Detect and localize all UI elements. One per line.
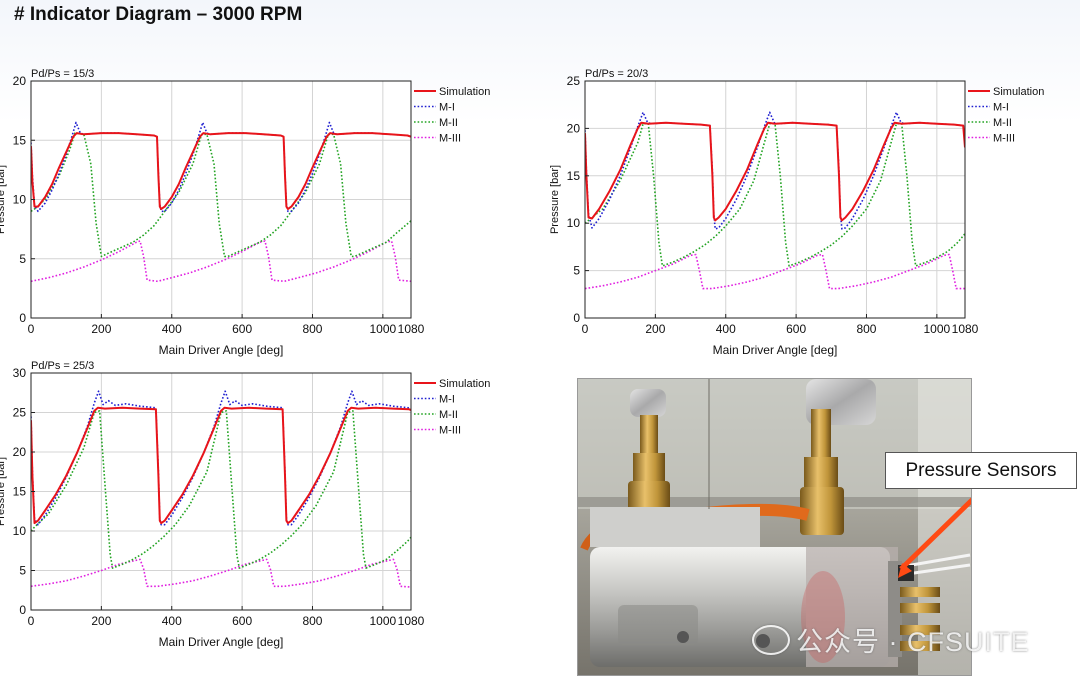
series-line-m-iii	[31, 558, 411, 588]
y-tick-label: 5	[573, 264, 580, 278]
x-tick-label: 1080	[398, 614, 425, 628]
x-tick-label: 800	[856, 322, 876, 336]
x-tick-label: 1000	[924, 322, 951, 336]
y-tick-label: 0	[19, 603, 26, 617]
legend-label: Simulation	[993, 86, 1044, 98]
y-tick-label: 10	[13, 524, 27, 538]
x-tick-label: 400	[716, 322, 736, 336]
x-tick-label: 0	[28, 322, 35, 336]
chart-svg: 0 200 400 600 800 1000 1080 0 5 10 15 20 Pd/Ps = 15/…	[0, 68, 490, 357]
y-tick-label: 25	[567, 74, 581, 88]
y-tick-label: 15	[567, 169, 581, 183]
chat-bubble-icon	[752, 624, 790, 655]
series-line-m-ii	[31, 410, 411, 569]
chart-svg: 0 200 400 600 800 1000 1080 0 5 10 15 20 25 Pd/Ps = 2…	[549, 68, 1044, 357]
y-tick-label: 5	[19, 252, 26, 266]
y-tick-label: 10	[567, 216, 581, 230]
chart-title: Pd/Ps = 15/3	[31, 68, 94, 80]
x-axis-label: Main Driver Angle [deg]	[159, 635, 284, 649]
chart-pd-ps-15-3: 0 200 400 600 800 1000 1080 0 5 10 15 20 Pd/Ps = 15/…	[0, 60, 505, 360]
y-tick-label: 0	[19, 311, 26, 325]
x-tick-label: 1000	[370, 322, 397, 336]
series-line-m-iii	[585, 253, 965, 290]
chart-svg: 0 200 400 600 800 1000 1080 0 5 10 15 20 25 30 Pd/Ps =…	[0, 360, 490, 649]
page-title: # Indicator Diagram – 3000 RPM	[14, 4, 303, 25]
x-tick-label: 400	[162, 322, 182, 336]
watermark-text: 公众号 · CFSUITE	[796, 627, 1030, 657]
legend-label: M-I	[993, 102, 1009, 114]
chart-pd-ps-25-3: 0 200 400 600 800 1000 1080 0 5 10 15 20 25 30 Pd/Ps =…	[0, 352, 505, 652]
y-tick-label: 10	[13, 193, 27, 207]
chart-pd-ps-20-3: 0 200 400 600 800 1000 1080 0 5 10 15 20 25 Pd/Ps = 2…	[540, 60, 1080, 360]
legend-label: M-I	[439, 102, 455, 114]
legend-label: M-II	[993, 117, 1012, 129]
series-line-simulation	[31, 132, 411, 210]
y-tick-label: 20	[567, 121, 581, 135]
x-tick-label: 0	[582, 322, 589, 336]
x-tick-label: 600	[232, 322, 252, 336]
series-line-m-i	[31, 390, 411, 526]
y-tick-label: 0	[573, 311, 580, 325]
legend-label: Simulation	[439, 378, 490, 390]
chart-title: Pd/Ps = 25/3	[31, 360, 94, 372]
y-axis-label: Pressure [bar]	[0, 457, 7, 526]
x-tick-label: 0	[28, 614, 35, 628]
x-tick-label: 200	[645, 322, 665, 336]
x-tick-label: 600	[232, 614, 252, 628]
series-line-m-ii	[585, 122, 965, 267]
legend-label: M-III	[439, 133, 461, 145]
x-tick-label: 1080	[952, 322, 979, 336]
y-tick-label: 15	[13, 485, 27, 499]
y-tick-label: 30	[13, 366, 27, 380]
y-axis-label: Pressure [bar]	[0, 165, 7, 234]
x-tick-label: 1080	[398, 322, 425, 336]
series-line-m-iii	[31, 240, 411, 283]
y-tick-label: 15	[13, 133, 27, 147]
plot-frame	[584, 80, 966, 319]
legend-label: M-I	[439, 394, 455, 406]
series-line-simulation	[585, 121, 965, 222]
x-tick-label: 1000	[370, 614, 397, 628]
x-tick-label: 800	[302, 322, 322, 336]
x-axis-label: Main Driver Angle [deg]	[159, 343, 284, 357]
x-tick-label: 200	[91, 322, 111, 336]
y-tick-label: 25	[13, 406, 27, 420]
x-axis-label: Main Driver Angle [deg]	[713, 343, 838, 357]
x-tick-label: 800	[302, 614, 322, 628]
y-tick-label: 5	[19, 564, 26, 578]
legend-label: M-II	[439, 409, 458, 421]
y-tick-label: 20	[13, 445, 27, 459]
legend-label: M-III	[993, 133, 1015, 145]
legend-label: M-III	[439, 425, 461, 437]
watermark: 公众号 · CFSUITE	[752, 620, 1030, 659]
x-tick-label: 600	[786, 322, 806, 336]
legend-label: M-II	[439, 117, 458, 129]
y-axis-label: Pressure [bar]	[549, 165, 561, 234]
x-tick-label: 400	[162, 614, 182, 628]
chart-title: Pd/Ps = 20/3	[585, 68, 648, 80]
plot-area	[585, 81, 965, 318]
y-tick-label: 20	[13, 74, 27, 88]
series-line-simulation	[31, 406, 411, 525]
pressure-sensors-callout: Pressure Sensors	[885, 452, 1077, 489]
legend-label: Simulation	[439, 86, 490, 98]
x-tick-label: 200	[91, 614, 111, 628]
